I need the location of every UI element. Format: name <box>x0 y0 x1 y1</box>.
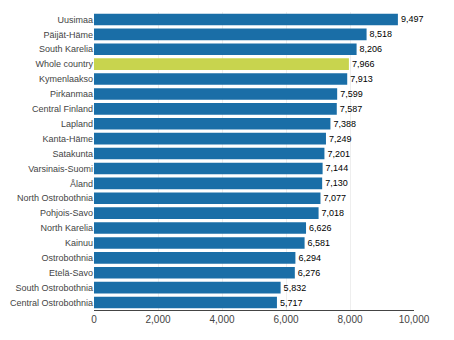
svg-text:4,000: 4,000 <box>209 314 234 325</box>
svg-text:6,276: 6,276 <box>298 268 321 278</box>
svg-text:7,144: 7,144 <box>326 163 349 173</box>
svg-text:Åland: Åland <box>70 179 93 189</box>
svg-text:6,626: 6,626 <box>309 223 332 233</box>
svg-text:6,294: 6,294 <box>298 253 321 263</box>
svg-text:2,000: 2,000 <box>145 314 170 325</box>
svg-text:0: 0 <box>91 314 97 325</box>
svg-text:8,206: 8,206 <box>360 44 383 54</box>
svg-text:7,913: 7,913 <box>350 74 373 84</box>
svg-text:South Karelia: South Karelia <box>39 44 93 54</box>
svg-text:6,000: 6,000 <box>273 314 298 325</box>
svg-text:7,077: 7,077 <box>323 193 346 203</box>
svg-text:South Ostrobothnia: South Ostrobothnia <box>15 283 93 293</box>
svg-text:Central Finland: Central Finland <box>32 104 93 114</box>
svg-text:7,201: 7,201 <box>327 149 350 159</box>
svg-text:5,832: 5,832 <box>284 283 307 293</box>
svg-text:Ostrobothnia: Ostrobothnia <box>41 253 93 263</box>
svg-text:7,599: 7,599 <box>340 89 363 99</box>
svg-text:Whole country: Whole country <box>35 59 93 69</box>
svg-text:7,130: 7,130 <box>325 178 348 188</box>
svg-text:Uusimaa: Uusimaa <box>57 15 93 25</box>
svg-text:Pohjois-Savo: Pohjois-Savo <box>40 208 93 218</box>
svg-text:North Ostrobothnia: North Ostrobothnia <box>17 193 93 203</box>
svg-text:Varsinais-Suomi: Varsinais-Suomi <box>28 164 93 174</box>
svg-text:North Karelia: North Karelia <box>40 223 93 233</box>
svg-text:7,249: 7,249 <box>329 134 352 144</box>
svg-text:Kymenlaakso: Kymenlaakso <box>39 74 93 84</box>
svg-text:Kanta-Häme: Kanta-Häme <box>42 134 93 144</box>
svg-text:Etelä-Savo: Etelä-Savo <box>49 268 93 278</box>
svg-text:8,000: 8,000 <box>337 314 362 325</box>
svg-text:7,587: 7,587 <box>340 104 363 114</box>
svg-text:8,518: 8,518 <box>370 29 393 39</box>
svg-text:7,018: 7,018 <box>322 208 345 218</box>
svg-text:Central Ostrobothnia: Central Ostrobothnia <box>10 298 93 308</box>
svg-text:Päijät-Häme: Päijät-Häme <box>43 29 93 39</box>
svg-text:10,000: 10,000 <box>399 314 430 325</box>
svg-text:9,497: 9,497 <box>401 14 424 24</box>
svg-text:Kainuu: Kainuu <box>65 238 93 248</box>
svg-text:6,581: 6,581 <box>308 238 331 248</box>
svg-text:7,388: 7,388 <box>333 119 356 129</box>
svg-text:Pirkanmaa: Pirkanmaa <box>50 89 93 99</box>
svg-text:Lapland: Lapland <box>61 119 93 129</box>
svg-text:Satakunta: Satakunta <box>52 149 93 159</box>
svg-text:7,966: 7,966 <box>352 59 375 69</box>
svg-text:5,717: 5,717 <box>280 298 303 308</box>
